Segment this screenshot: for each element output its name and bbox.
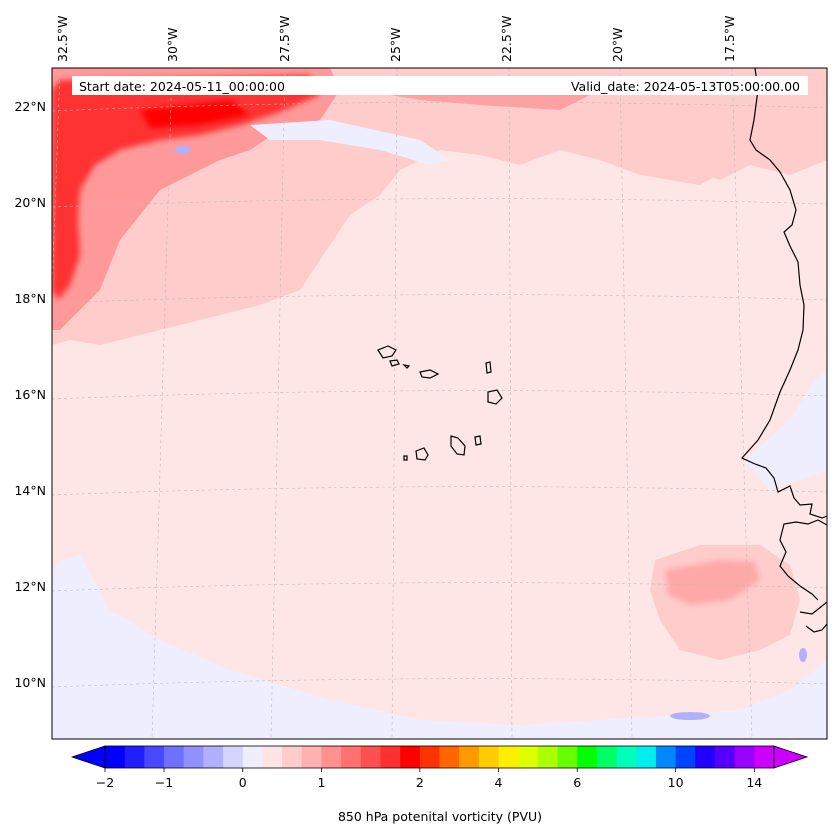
colorbar-cell <box>242 746 263 768</box>
colorbar-tick-label: 10 <box>668 775 684 790</box>
colorbar-cell <box>262 746 283 768</box>
date-banner <box>72 76 808 95</box>
colorbar-cell <box>164 746 185 768</box>
lat-label: 12°N <box>14 579 46 594</box>
lat-label: 18°N <box>14 291 46 306</box>
colorbar-cell <box>518 746 539 768</box>
lon-label: 32.5°W <box>55 16 70 62</box>
colorbar-cell <box>498 746 519 768</box>
colorbar-cell <box>183 746 204 768</box>
pv-moderate-southeast <box>665 560 760 605</box>
colorbar-cell <box>714 746 736 768</box>
pv-strong-positive-nw <box>52 75 320 300</box>
colorbar-extend-low <box>70 745 106 769</box>
lon-label: 25°W <box>388 27 403 62</box>
colorbar-cell <box>596 746 618 768</box>
colorbar-cell <box>734 746 755 768</box>
colorbar-cell <box>223 746 244 768</box>
colorbar-tick-label: −2 <box>96 775 114 790</box>
colorbar-cell <box>321 746 342 768</box>
lon-label: 27.5°W <box>277 16 292 62</box>
pv-negative-patch <box>799 648 807 662</box>
pv-weak-positive-east <box>660 68 827 180</box>
lon-label: 20°W <box>610 27 625 62</box>
colorbar-cell <box>301 746 322 768</box>
latitude-labels: 22°N 20°N 18°N 16°N 14°N 12°N 10°N <box>14 99 46 690</box>
colorbar-cell <box>439 746 460 768</box>
lat-label: 16°N <box>14 387 46 402</box>
colorbar-tick-label: 6 <box>573 775 581 790</box>
colorbar-tick-label: 1 <box>317 775 325 790</box>
colorbar-cell <box>754 746 775 768</box>
colorbar-cell <box>636 746 657 768</box>
colorbar-tick-label: 0 <box>239 775 247 790</box>
lat-label: 22°N <box>14 99 46 114</box>
colorbar-cell <box>557 746 578 768</box>
cape-verde-islands <box>377 345 503 461</box>
longitude-gridlines <box>52 68 753 739</box>
colorbar-cell <box>380 746 401 768</box>
pv-negative-streak-south <box>52 555 827 739</box>
colorbar-tick-label: 14 <box>746 775 762 790</box>
colorbar-cell <box>695 746 716 768</box>
lon-label: 17.5°W <box>722 16 737 62</box>
colorbar-cell <box>478 746 500 768</box>
lat-label: 14°N <box>14 483 46 498</box>
colorbar-cell <box>341 746 362 768</box>
colorbar-label: 850 hPa potenital vorticity (PVU) <box>338 809 542 824</box>
colorbar-cell <box>144 746 165 768</box>
colorbar-cell <box>360 746 381 768</box>
colorbar: −2 −1 0 1 2 4 6 10 14 850 hPa potenital vorticit… <box>70 745 809 824</box>
colorbar-extend-high <box>773 745 809 769</box>
pv-negative-coastal <box>745 370 827 490</box>
colorbar-cell <box>537 746 559 768</box>
colorbar-cell <box>655 746 677 768</box>
colorbar-cell <box>282 746 303 768</box>
colorbar-frame <box>104 745 775 769</box>
pv-negative-patch <box>670 712 710 720</box>
start-date-label: Start date: 2024-05-11_00:00:00 <box>79 79 285 94</box>
colorbar-cell <box>459 746 480 768</box>
colorbar-cell <box>675 746 696 768</box>
map-plot-area <box>52 68 827 739</box>
lat-label: 20°N <box>14 195 46 210</box>
longitude-labels: 32.5°W 30°W 27.5°W 25°W 22.5°W 20°W 17.5… <box>55 16 737 62</box>
colorbar-tick-label: 2 <box>416 775 424 790</box>
pv-negative-patch <box>175 146 191 154</box>
pv-negative-streak-north <box>250 120 450 165</box>
map-frame <box>51 67 828 740</box>
colorbar-cell <box>124 746 145 768</box>
latitude-gridlines <box>52 101 827 688</box>
lon-label: 22.5°W <box>499 16 514 62</box>
colorbar-cell <box>203 746 224 768</box>
lat-label: 10°N <box>14 675 46 690</box>
colorbar-cell <box>105 746 126 768</box>
colorbar-cell <box>419 746 440 768</box>
colorbar-tick-label: −1 <box>155 775 173 790</box>
colorbar-cell <box>577 746 598 768</box>
lon-label: 30°W <box>165 27 180 62</box>
africa-coastline <box>741 68 827 633</box>
colorbar-cell <box>400 746 421 768</box>
colorbar-tick-label: 4 <box>495 775 503 790</box>
colorbar-cell <box>616 746 637 768</box>
valid-date-label: Valid_date: 2024-05-13T05:00:00.00 <box>571 79 800 94</box>
